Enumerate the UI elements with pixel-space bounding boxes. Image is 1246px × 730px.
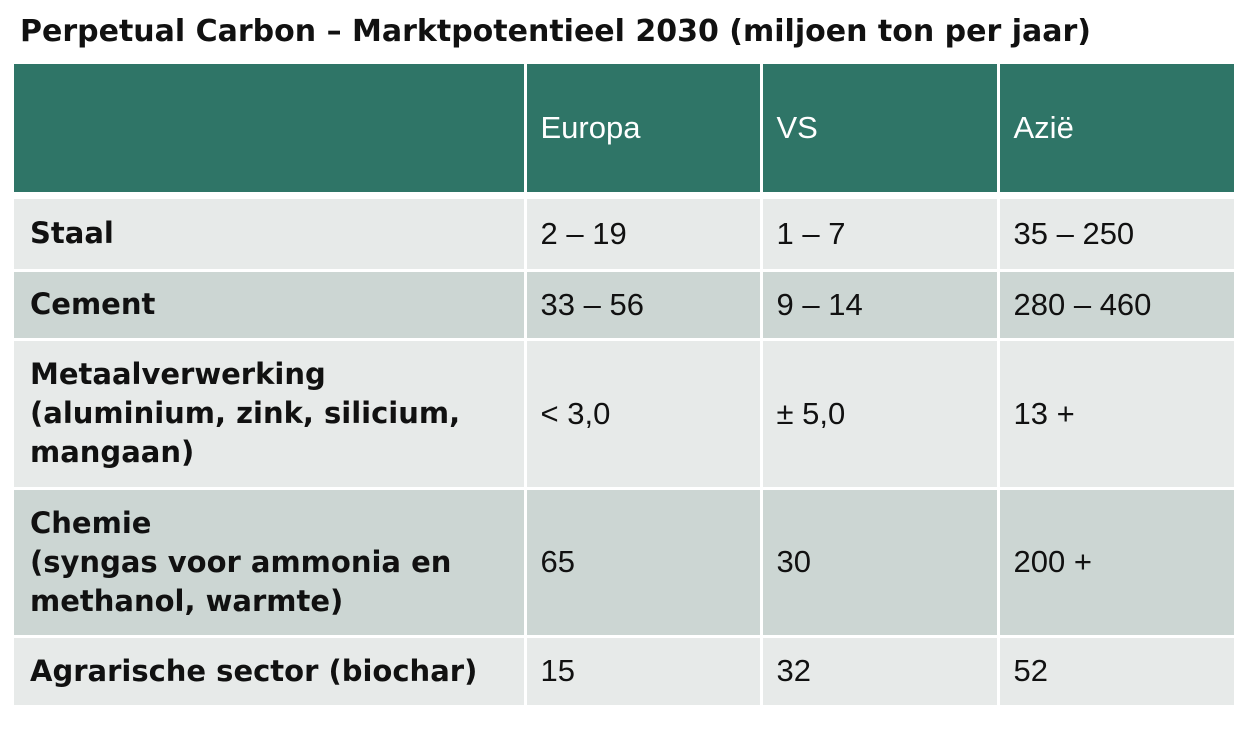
cell-europa: 15 [525,636,763,705]
row-label: Chemie (syngas voor ammonia en methanol,… [14,488,527,636]
cell-vs: 9 – 14 [761,270,1000,339]
header-cell-sector [14,64,527,199]
cell-azie: 35 – 250 [998,195,1234,270]
cell-europa: 33 – 56 [525,270,763,339]
table-row: Staal 2 – 19 1 – 7 35 – 250 [14,195,1234,270]
row-label: Agrarische sector (biochar) [14,636,527,705]
row-label: Cement [14,270,527,339]
cell-vs: 1 – 7 [761,195,1000,270]
cell-azie: 13 + [998,339,1234,488]
header-cell-vs: VS [761,64,1000,199]
cell-europa: 65 [525,488,763,636]
table-row: Chemie (syngas voor ammonia en methanol,… [14,488,1234,636]
cell-europa: < 3,0 [525,339,763,488]
cell-europa: 2 – 19 [525,195,763,270]
cell-azie: 200 + [998,488,1234,636]
market-potential-table: Europa VS Azië Staal 2 – 19 1 – 7 35 – 2… [14,64,1234,705]
table-header-row: Europa VS Azië [14,64,1234,199]
row-label: Staal [14,195,527,270]
row-label: Metaalverwerking (aluminium, zink, silic… [14,339,527,488]
cell-azie: 280 – 460 [998,270,1234,339]
page-title: Perpetual Carbon – Marktpotentieel 2030 … [20,14,1091,49]
table-row: Cement 33 – 56 9 – 14 280 – 460 [14,270,1234,339]
table-row: Agrarische sector (biochar) 15 32 52 [14,636,1234,705]
cell-azie: 52 [998,636,1234,705]
cell-vs: ± 5,0 [761,339,1000,488]
cell-vs: 30 [761,488,1000,636]
header-cell-europa: Europa [525,64,763,199]
header-cell-azie: Azië [998,64,1234,199]
table-row: Metaalverwerking (aluminium, zink, silic… [14,339,1234,488]
cell-vs: 32 [761,636,1000,705]
